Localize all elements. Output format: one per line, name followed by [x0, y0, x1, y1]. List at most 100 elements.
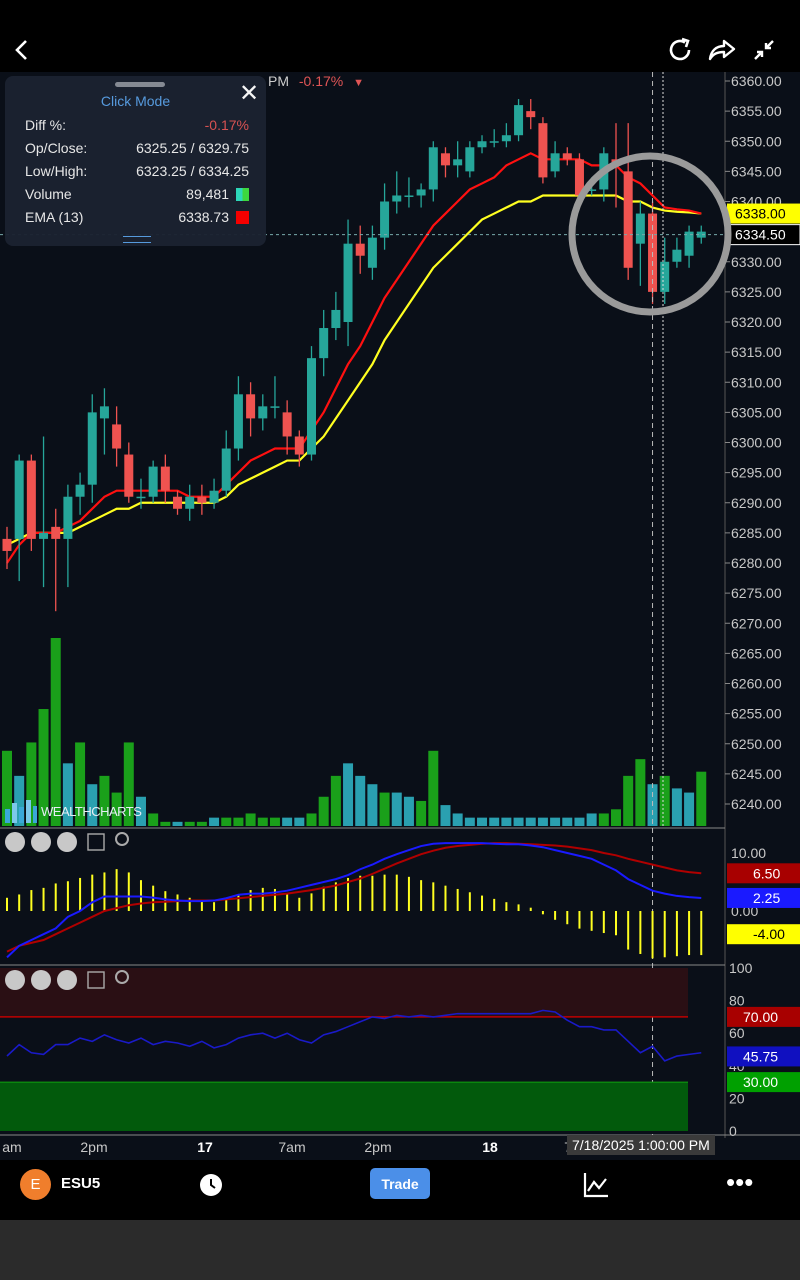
candle-body	[221, 448, 231, 491]
volume-bar	[440, 805, 451, 826]
candle-body	[246, 394, 256, 419]
candle-body	[562, 153, 572, 160]
close-icon[interactable]: ✕	[238, 79, 260, 107]
macd-add-icon	[87, 833, 105, 851]
rsi-add-icon	[87, 971, 105, 989]
candle-body	[2, 538, 12, 551]
top-bar	[0, 0, 800, 72]
candle-body	[623, 171, 633, 268]
price-tick-label: 6255.00	[731, 706, 782, 722]
volume-bar	[14, 775, 25, 826]
volume-bar	[343, 763, 354, 826]
candle-body	[75, 484, 85, 497]
price-tick-label: 6315.00	[731, 344, 782, 360]
chart-line-icon[interactable]	[582, 1171, 610, 1204]
candle-body	[87, 412, 97, 485]
chart-area[interactable]: 6240.00 6245.00 6250.00 6255.00 6260.00 6265.…	[0, 72, 800, 1160]
header-title-fragment: PM	[268, 73, 289, 89]
x-tick-label: 18	[482, 1139, 498, 1155]
macd-marker	[727, 863, 800, 884]
price-tick-label: 6275.00	[731, 585, 782, 601]
avatar[interactable]: E	[20, 1169, 51, 1200]
symbol-label[interactable]: ESU5	[61, 1175, 101, 1192]
candle-body	[355, 243, 365, 256]
price-marker-label: 6338.00	[735, 206, 786, 222]
price-tick-label: 6300.00	[731, 435, 782, 451]
rsi-marker	[727, 1006, 800, 1027]
volume-bar	[135, 796, 146, 826]
price-tick-label: 6245.00	[731, 766, 782, 782]
volume-bar	[294, 817, 305, 826]
volume-bar	[75, 742, 86, 826]
more-icon[interactable]: •••	[726, 1167, 754, 1197]
volume-bar	[257, 817, 268, 826]
share-icon[interactable]	[704, 32, 740, 68]
trade-button[interactable]: Trade	[370, 1168, 430, 1199]
volume-bar	[2, 750, 12, 826]
chart-svg[interactable]: 6240.00 6245.00 6250.00 6255.00 6260.00 6265.…	[0, 72, 800, 1160]
rsi-eye-icon	[115, 970, 129, 984]
volume-bar	[416, 800, 427, 826]
volume-bar	[623, 775, 634, 826]
volume-bar	[318, 796, 329, 826]
click-mode-label[interactable]: Click Mode	[100, 93, 171, 109]
macd-up-button	[57, 832, 77, 852]
candle-body	[136, 496, 146, 499]
macd-tick-label: 10.00	[731, 845, 766, 861]
system-footer	[0, 1220, 800, 1280]
candle-body	[270, 406, 280, 408]
price-tick-label: 6350.00	[731, 133, 782, 149]
candle-body	[416, 189, 426, 196]
candle-body	[587, 189, 597, 191]
price-tick-label: 6305.00	[731, 404, 782, 420]
volume-bar	[659, 775, 670, 826]
back-arrow-icon[interactable]	[4, 32, 40, 68]
price-marker-label: 6334.50	[735, 227, 786, 243]
candle-body	[380, 201, 390, 238]
candle-body	[550, 153, 560, 172]
candle-body	[635, 213, 645, 244]
popup-handle[interactable]	[115, 82, 165, 87]
volume-bar	[477, 817, 488, 826]
rsi-tick-label: 100	[729, 960, 753, 976]
watermark-text: WEALTHCHARTS	[41, 803, 142, 819]
popup-row-label: Diff %:	[25, 117, 66, 133]
volume-bar	[391, 792, 402, 826]
macd-marker	[727, 887, 800, 908]
x-tick-label: 17	[197, 1139, 213, 1155]
volume-bar	[403, 796, 414, 826]
bottom-bar: E ESU5 Trade •••	[0, 1160, 800, 1220]
clock-icon[interactable]	[199, 1173, 223, 1202]
x-tick-label: 2pm	[364, 1139, 391, 1155]
rsi-tick-label: 80	[729, 993, 745, 1009]
price-tick-label: 6330.00	[731, 254, 782, 270]
volume-bar	[184, 821, 195, 826]
info-popup[interactable]: Click Mode ✕ Diff %: -0.17% Op/Close: 63…	[5, 76, 266, 246]
candle-body	[404, 195, 414, 197]
volume-bar	[489, 817, 500, 826]
chart-header: PM -0.17% ▼	[268, 73, 364, 89]
volume-bar	[306, 813, 317, 826]
candle-body	[197, 496, 207, 503]
candle-body	[465, 147, 475, 172]
volume-bar	[87, 784, 98, 826]
rsi-expand-button	[5, 970, 25, 990]
candle-body	[173, 496, 183, 509]
refresh-icon[interactable]	[662, 32, 698, 68]
price-tick-label: 6285.00	[731, 525, 782, 541]
macd-collapse-button	[31, 832, 51, 852]
x-tick-label: am	[2, 1139, 21, 1155]
candle-body	[294, 436, 304, 455]
candle-body	[367, 237, 377, 268]
rsi-tick-label: 0	[729, 1123, 737, 1139]
popup-row-label: Low/High:	[25, 163, 88, 179]
price-tick-label: 6360.00	[731, 73, 782, 89]
volume-bar	[525, 817, 536, 826]
collapse-icon[interactable]	[746, 32, 782, 68]
popup-resize-grip[interactable]	[123, 236, 151, 243]
candle-body	[440, 153, 450, 166]
macd-line	[6, 842, 702, 959]
candle-body	[514, 105, 524, 136]
macd-marker	[727, 924, 800, 945]
candle-body	[124, 454, 134, 497]
